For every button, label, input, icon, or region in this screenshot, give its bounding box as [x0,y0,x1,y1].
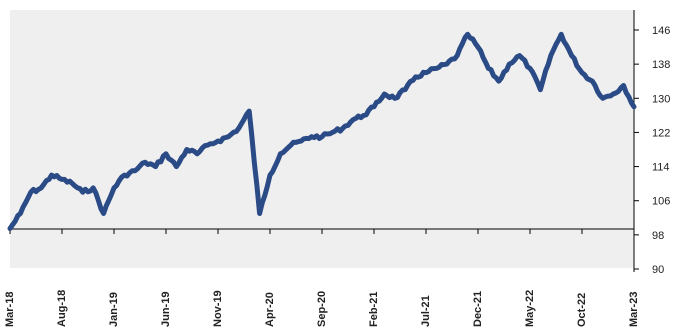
x-tick-label: Dec-21 [472,291,484,327]
x-tick-label: Aug-18 [56,290,68,327]
y-tick-label: 106 [652,196,670,208]
y-tick-label: 130 [652,93,670,105]
chart-marks: 90 98 106 114 122 130 138 146 Mar-18 Aug-18 Jan-19… [4,10,670,327]
x-tick-label: Jan-19 [108,292,120,327]
y-tick-label: 138 [652,59,670,71]
x-tick-label: Jun-19 [160,292,172,327]
x-tick-label: Jul-21 [420,295,432,327]
x-tick-label: Oct-22 [576,293,588,327]
x-tick-label: Apr-20 [264,292,276,327]
y-tick-label: 122 [652,127,670,139]
y-tick-label: 98 [652,230,664,242]
series-line [7,31,637,231]
x-tick-label: Mar-18 [4,292,16,327]
x-tick-label: May-22 [524,290,536,327]
y-tick-label: 90 [652,264,664,276]
x-tick-label: Sep-20 [316,291,328,327]
x-tick-label: Mar-23 [628,292,640,327]
y-tick-label: 146 [652,25,670,37]
x-tick-label: Nov-19 [212,290,224,327]
x-tick-label: Feb-21 [368,292,380,327]
y-tick-label: 114 [652,162,670,174]
